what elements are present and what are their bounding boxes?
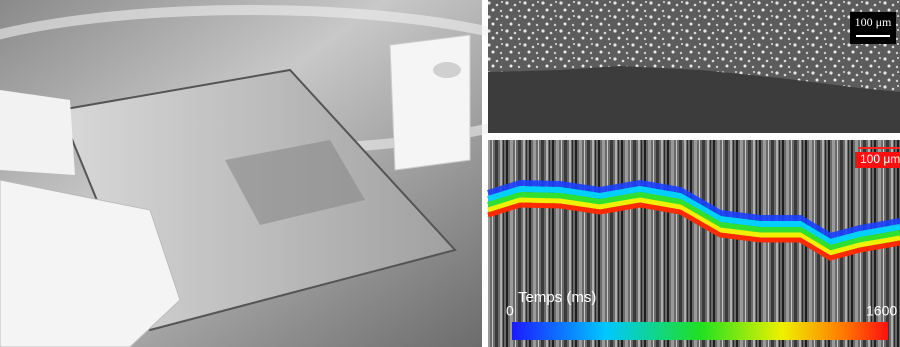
colorbar-label: Temps (ms) <box>518 289 596 306</box>
clamp <box>390 35 470 170</box>
colorbar-min: 0 <box>506 303 514 319</box>
micrograph-top: 100 μm <box>488 0 900 133</box>
colorbar-max: 1600 <box>866 303 897 319</box>
clamp-hole <box>433 62 461 78</box>
scale-bar-label: 100 μm <box>855 15 892 29</box>
clamp <box>0 90 75 175</box>
micrograph-bottom: 100 μm Temps (ms) 0 1600 <box>488 140 900 347</box>
figure: 100 μm 100 μm Temps (ms) 0 1600 <box>0 0 900 347</box>
page: 100 μm 100 μm Temps (ms) 0 1600 (() => {… <box>0 0 900 347</box>
colorbar <box>512 322 888 340</box>
scale-bar-label: 100 μm <box>860 152 900 166</box>
